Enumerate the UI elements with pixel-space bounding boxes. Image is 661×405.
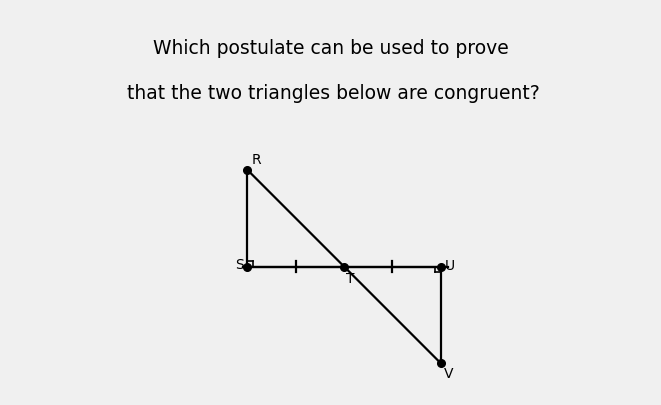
Text: V: V <box>444 367 453 381</box>
Text: U: U <box>444 258 455 273</box>
Text: that the two triangles below are congruent?: that the two triangles below are congrue… <box>121 84 540 102</box>
Text: Which postulate can be used to prove: Which postulate can be used to prove <box>153 39 508 58</box>
Text: R: R <box>251 153 261 167</box>
Text: S: S <box>235 258 244 272</box>
Text: T: T <box>346 272 354 286</box>
